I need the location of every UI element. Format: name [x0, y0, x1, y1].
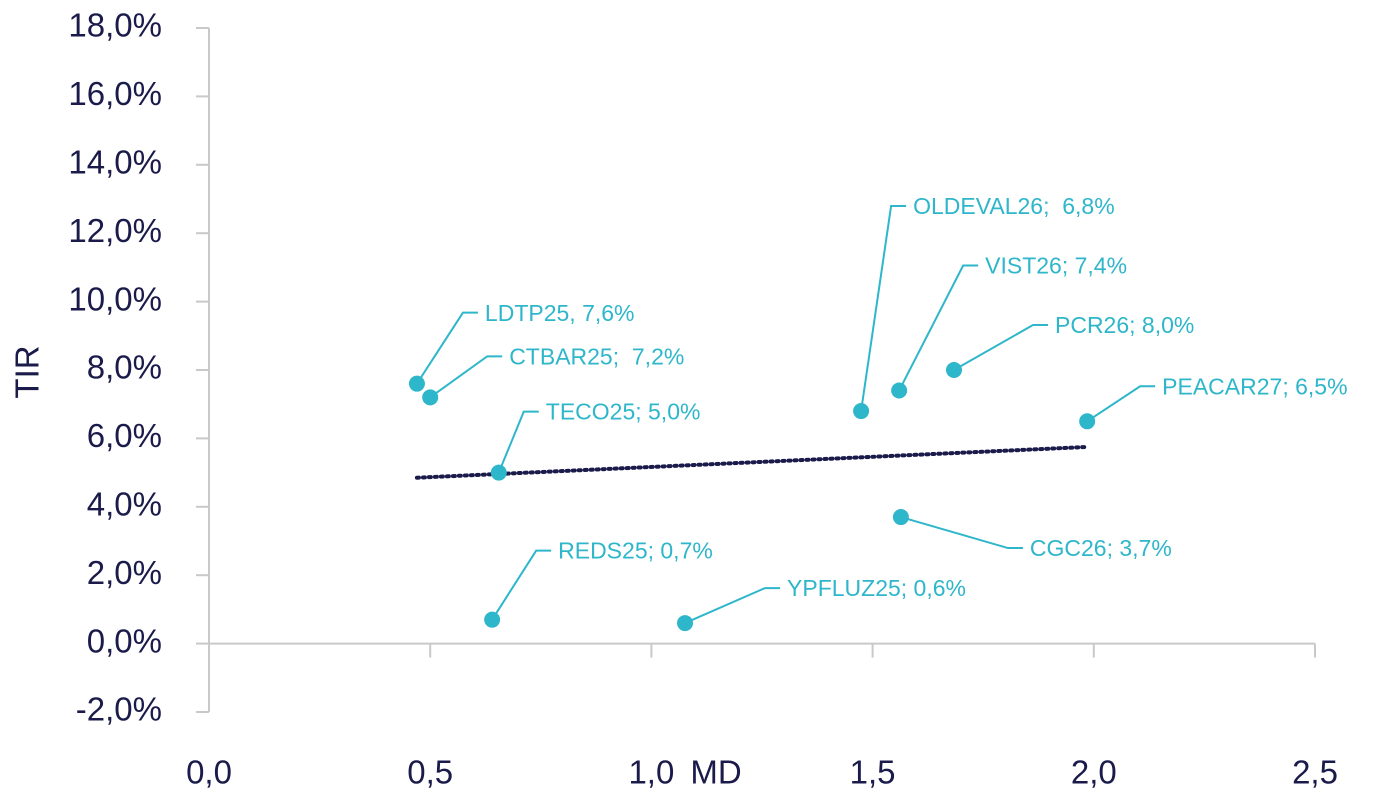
x-tick-label: 1,0 [628, 754, 674, 791]
data-label: LDTP25, 7,6% [485, 300, 635, 326]
data-label: PEACAR27; 6,5% [1162, 373, 1347, 399]
point [1079, 413, 1096, 430]
leader-line [684, 587, 781, 624]
x-tick-label: 0,0 [186, 754, 232, 791]
x-tick-label: 0,5 [407, 754, 453, 791]
data-label: CGC26; 3,7% [1030, 535, 1172, 561]
y-tick-label: 10,0% [68, 280, 162, 317]
y-tick-label: 16,0% [68, 75, 162, 112]
point [677, 615, 694, 632]
leader-line [491, 549, 552, 621]
x-tick-label: 1,5 [850, 754, 896, 791]
point [422, 389, 439, 406]
y-tick-label: 4,0% [87, 486, 162, 523]
y-tick-label: 12,0% [68, 212, 162, 249]
leader-line [898, 264, 979, 391]
data-label: VIST26; 7,4% [985, 253, 1127, 279]
point [946, 362, 963, 378]
leader-line [900, 516, 1023, 550]
y-tick-label: 14,0% [68, 144, 162, 181]
data-label: CTBAR25; 7,2% [509, 343, 684, 369]
x-tick-label: 2,5 [1292, 754, 1338, 791]
y-tick-label: 0,0% [87, 622, 162, 659]
point [490, 464, 507, 481]
leader-line [429, 355, 503, 399]
y-tick-label: 2,0% [87, 554, 162, 591]
data-label: TECO25; 5,0% [546, 399, 701, 425]
y-tick-label: 8,0% [87, 349, 162, 386]
leader-line [497, 410, 539, 473]
data-label: REDS25; 0,7% [558, 538, 713, 564]
x-axis-title: MD [690, 754, 741, 791]
data-label: YPFLUZ25; 0,6% [787, 575, 966, 601]
x-tick-label: 2,0 [1071, 754, 1117, 791]
y-tick-label: 6,0% [87, 417, 162, 454]
data-label: PCR26; 8,0% [1055, 312, 1194, 338]
point [408, 375, 425, 392]
leader-line [416, 311, 478, 385]
trendline [414, 444, 1090, 480]
y-tick-label: -2,0% [76, 691, 162, 728]
point [891, 382, 908, 399]
leader-line [1086, 385, 1156, 423]
leader-line [860, 205, 907, 412]
point [853, 403, 870, 420]
point [892, 509, 909, 526]
data-label: OLDEVAL26; 6,8% [913, 193, 1115, 219]
y-tick-label: 18,0% [68, 7, 162, 44]
leader-line [953, 324, 1048, 371]
y-axis-title: TIR [9, 345, 46, 398]
point [484, 611, 501, 628]
